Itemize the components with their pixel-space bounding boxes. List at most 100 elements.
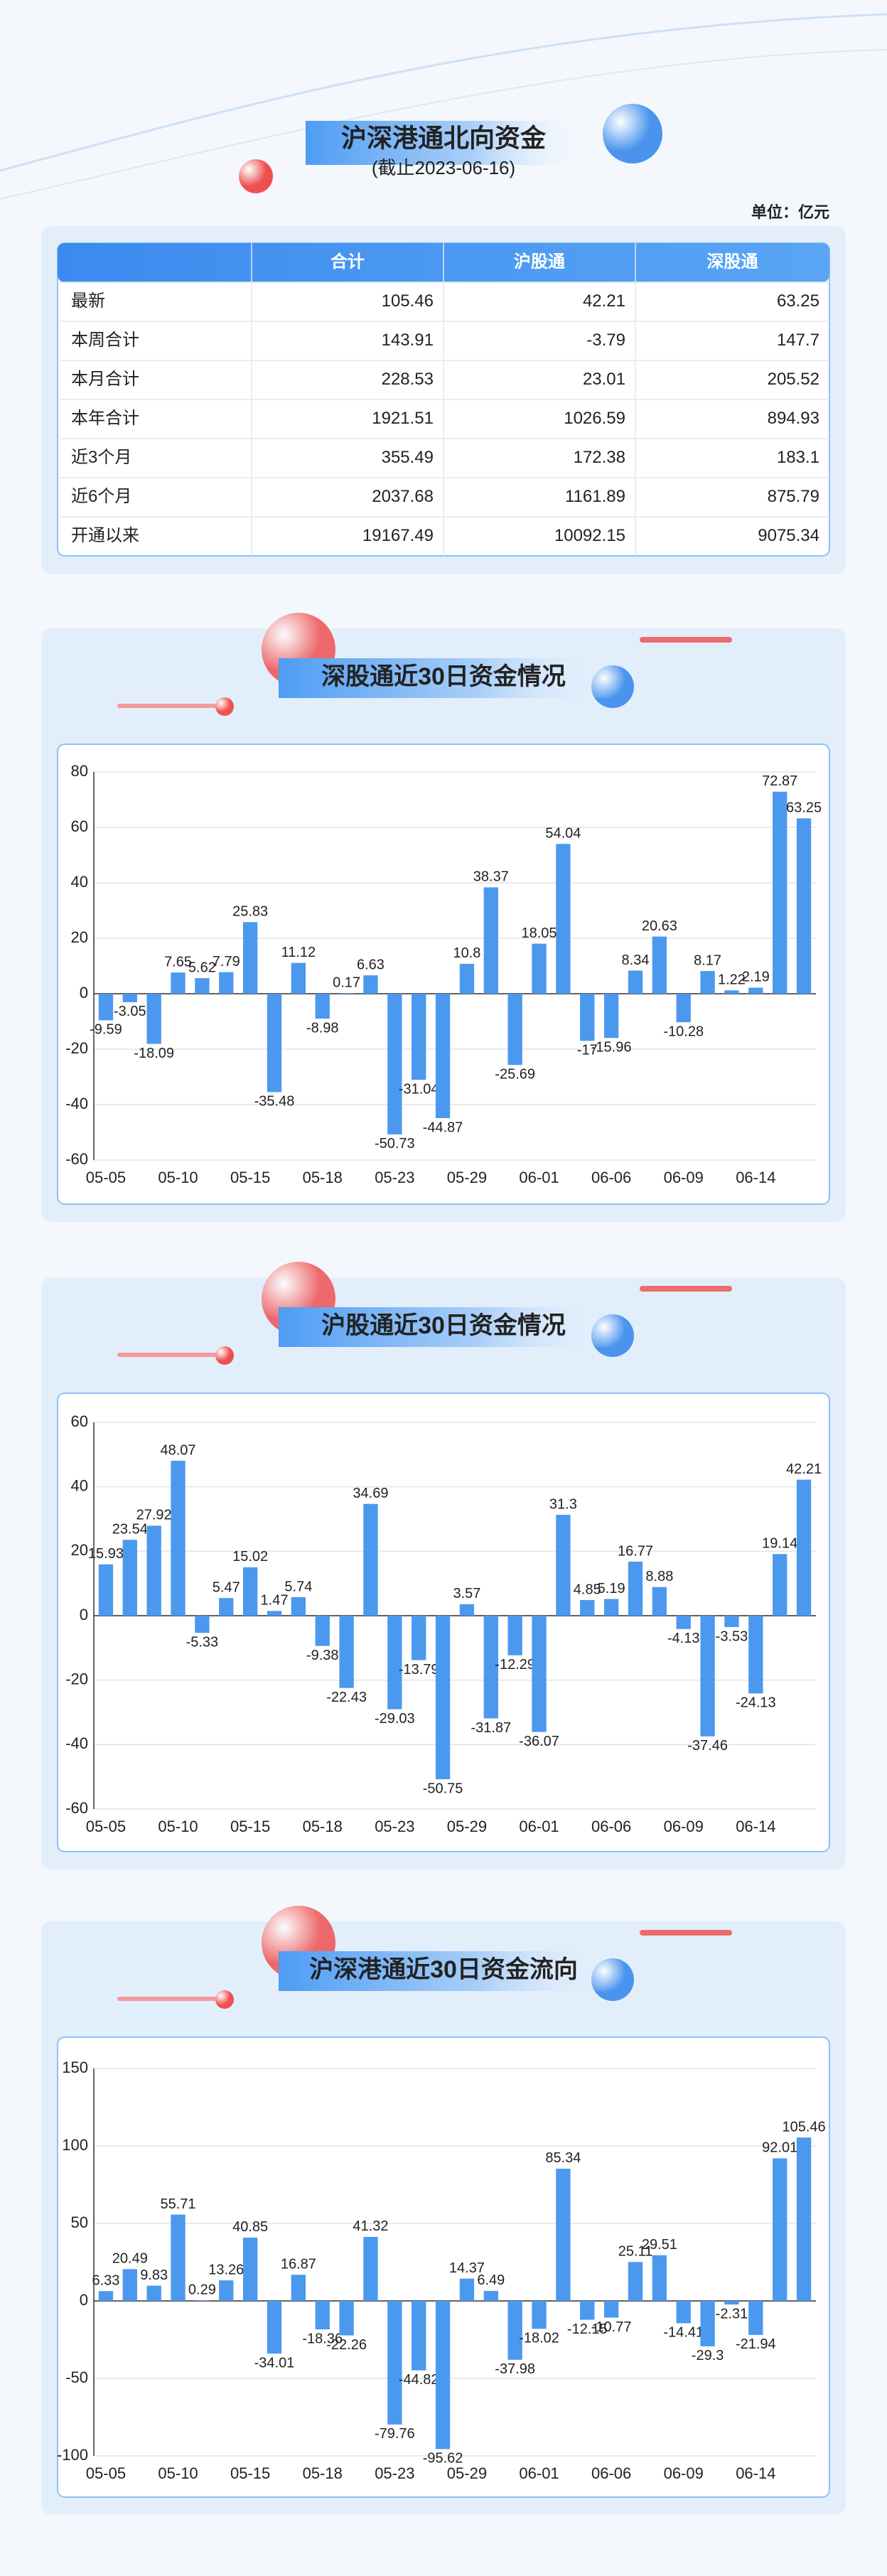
bar	[98, 994, 114, 1021]
bar	[532, 2301, 547, 2329]
x-tick-label: 05-29	[447, 1818, 487, 1835]
bar	[387, 1616, 402, 1710]
data-label: 6.33	[92, 2272, 119, 2288]
y-tick-label: 0	[80, 1606, 88, 1624]
data-label: 5.74	[284, 1579, 312, 1594]
data-label: -12.15	[567, 2322, 608, 2337]
decor-streak	[117, 704, 217, 708]
data-label: -50.73	[375, 1136, 415, 1152]
data-label: -37.98	[495, 2361, 535, 2377]
y-tick-label: 80	[71, 762, 88, 780]
bar	[580, 994, 595, 1041]
table-cell: 143.91	[382, 331, 434, 350]
data-label: 105.46	[782, 2119, 825, 2135]
data-label: 63.25	[786, 800, 822, 816]
bar	[435, 994, 451, 1118]
bar	[339, 1616, 354, 1688]
data-label: 4.85	[574, 1582, 601, 1597]
bar	[628, 2262, 643, 2301]
bar	[459, 2278, 475, 2301]
bar	[556, 2168, 571, 2301]
bar	[773, 2158, 787, 2301]
bar	[387, 2301, 402, 2425]
unit-label: 单位：亿元	[751, 203, 829, 221]
page-subtitle: (截止2023-06-16)	[372, 157, 515, 178]
decor-ball	[603, 104, 662, 163]
chart-box	[57, 744, 830, 1205]
bar	[532, 1616, 547, 1732]
table-cell: 1921.51	[372, 409, 434, 428]
title-banner	[279, 1951, 613, 1991]
bar	[724, 1616, 739, 1628]
table-header-cell: 合计	[330, 252, 365, 272]
x-tick-label: 06-01	[519, 1818, 559, 1835]
bar	[146, 2285, 161, 2301]
table-cell: 355.49	[382, 448, 434, 467]
bar	[748, 1616, 763, 1694]
bar	[171, 972, 186, 994]
decor-streak	[640, 637, 732, 643]
table-row-label: 本周合计	[71, 331, 139, 350]
data-label: -3.53	[716, 1628, 748, 1644]
decor-ball	[239, 159, 273, 193]
bar	[219, 972, 234, 994]
data-label: 11.12	[281, 945, 316, 960]
bar	[339, 993, 354, 994]
bar	[122, 2269, 137, 2301]
bar	[459, 1604, 475, 1616]
bar	[122, 1540, 137, 1616]
bar	[507, 994, 522, 1066]
x-tick-label: 05-15	[230, 1818, 270, 1835]
data-label: 3.57	[453, 1586, 480, 1601]
bar	[628, 970, 643, 994]
data-label: 5.62	[188, 960, 216, 975]
data-label: -5.33	[186, 1634, 219, 1650]
table-row-label: 最新	[71, 291, 105, 311]
data-label: 5.19	[598, 1581, 625, 1596]
x-tick-label: 05-29	[447, 1169, 487, 1186]
x-tick-label: 05-29	[447, 2464, 487, 2482]
bar	[291, 1596, 306, 1616]
data-label: -21.94	[736, 2336, 776, 2352]
chart-title: 沪深港通近30日资金流向	[309, 1955, 578, 1983]
data-label: -14.41	[663, 2325, 704, 2341]
bar	[171, 1461, 186, 1616]
data-label: 10.8	[453, 945, 480, 961]
y-tick-label: -100	[57, 2446, 88, 2464]
decor-streak	[640, 1930, 732, 1936]
data-label: -3.05	[114, 1004, 146, 1019]
x-tick-label: 05-10	[158, 1169, 198, 1186]
data-label: -17	[577, 1043, 598, 1058]
y-tick-label: -20	[65, 1670, 88, 1687]
data-label: -4.13	[667, 1631, 700, 1646]
title-banner	[306, 121, 583, 165]
bar	[532, 943, 547, 994]
bar	[796, 818, 812, 994]
bar	[773, 791, 787, 994]
bar	[603, 2301, 619, 2318]
bar	[195, 978, 210, 994]
data-label: 7.65	[164, 954, 192, 970]
data-label: 8.88	[645, 1569, 673, 1584]
bar	[796, 1479, 812, 1616]
y-tick-label: 20	[71, 1541, 88, 1559]
data-label: 42.21	[786, 1461, 822, 1477]
data-label: 18.05	[522, 925, 557, 941]
data-label: -25.69	[495, 1066, 535, 1082]
bar	[242, 1567, 258, 1616]
bar	[435, 1616, 451, 1780]
bar	[748, 987, 763, 994]
data-label: 92.01	[762, 2140, 797, 2156]
table-cell: 2037.68	[372, 487, 434, 506]
data-label: 8.17	[694, 952, 721, 968]
bar	[483, 1616, 498, 1719]
bar	[412, 2301, 426, 2371]
decor-wave	[0, 13, 887, 172]
table-cell: 10092.15	[554, 526, 625, 545]
data-label: 16.77	[618, 1543, 653, 1559]
bar	[242, 922, 258, 994]
data-label: -10.28	[663, 1024, 704, 1039]
bar	[507, 1616, 522, 1655]
data-label: -35.48	[254, 1094, 295, 1110]
